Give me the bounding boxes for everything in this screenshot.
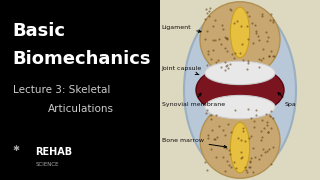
Ellipse shape [230, 122, 250, 173]
Text: Spa: Spa [278, 93, 297, 107]
Ellipse shape [205, 95, 275, 119]
Text: Bone marrow: Bone marrow [162, 138, 227, 148]
Text: Lecture 3: Skeletal: Lecture 3: Skeletal [13, 85, 110, 95]
Ellipse shape [196, 65, 284, 115]
FancyBboxPatch shape [160, 0, 320, 180]
Text: Articulations: Articulations [48, 104, 114, 114]
Ellipse shape [230, 7, 250, 58]
Text: Biomechanics: Biomechanics [13, 50, 151, 68]
Text: Basic: Basic [13, 22, 66, 40]
Text: REHAB: REHAB [35, 147, 72, 157]
Ellipse shape [184, 4, 296, 176]
Text: ✱: ✱ [13, 144, 20, 153]
Ellipse shape [200, 103, 280, 178]
Ellipse shape [200, 2, 280, 77]
Text: SCIENCE: SCIENCE [35, 162, 59, 167]
Text: Synovial membrane: Synovial membrane [162, 93, 225, 107]
Text: Joint capsule: Joint capsule [162, 66, 202, 75]
Text: Ligament: Ligament [162, 24, 201, 32]
Ellipse shape [205, 61, 275, 85]
